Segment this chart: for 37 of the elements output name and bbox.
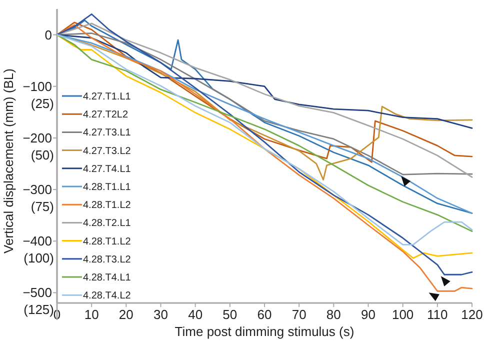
legend-label: 4.27.T3.L2: [83, 146, 132, 157]
y-tick-label: −100: [22, 78, 52, 94]
legend-label: 4.28.T2.L1: [83, 218, 132, 230]
y2-tick-label: (125): [24, 302, 54, 318]
y2-tick-label: (25): [30, 96, 54, 111]
legend-label: 4.27.T1.L1: [83, 92, 132, 102]
x-tick-label: 60: [257, 307, 272, 322]
x-tick-label: 30: [154, 307, 168, 322]
y2-tick-label: (100): [24, 250, 54, 266]
x-tick-label: 80: [326, 307, 341, 322]
y-axis-title: Vertical displacement (mm) (BL): [1, 68, 16, 254]
legend-label: 4.28.T1.L2: [83, 236, 132, 248]
x-tick-label: 100: [392, 307, 414, 322]
legend-label: 4.27.T3.L1: [83, 128, 132, 139]
x-axis-title: Time post dimming stimulus (s): [174, 324, 354, 339]
y2-tick-label: (50): [30, 147, 54, 162]
x-tick-label: 20: [118, 307, 134, 322]
y-tick-label: −200: [22, 130, 52, 146]
x-tick-label: 50: [222, 307, 238, 322]
legend-label: 4.28.T3.L2: [83, 254, 132, 266]
x-tick-label: 10: [84, 307, 99, 322]
x-tick-label: 110: [427, 307, 448, 322]
legend-label: 4.27.T2L2: [83, 110, 128, 121]
x-tick-label: 70: [292, 307, 306, 322]
y-tick-label: 0: [44, 27, 52, 42]
y-tick-label: −400: [22, 234, 52, 249]
x-tick-label: 120: [461, 307, 483, 322]
legend-label: 4.28.T4.L2: [83, 290, 132, 302]
y-tick-label: −500: [22, 285, 52, 300]
legend-label: 4.27.T4.L1: [83, 164, 132, 175]
y-tick-label: −300: [22, 182, 52, 198]
x-tick-label: 90: [361, 307, 376, 322]
x-tick-label: 40: [188, 307, 203, 322]
legend-label: 4.28.T1.L2: [83, 200, 132, 212]
y2-tick-label: (75): [30, 198, 54, 214]
legend-label: 4.28.T1.L1: [83, 182, 132, 193]
legend-label: 4.28.T4.L1: [83, 272, 132, 284]
